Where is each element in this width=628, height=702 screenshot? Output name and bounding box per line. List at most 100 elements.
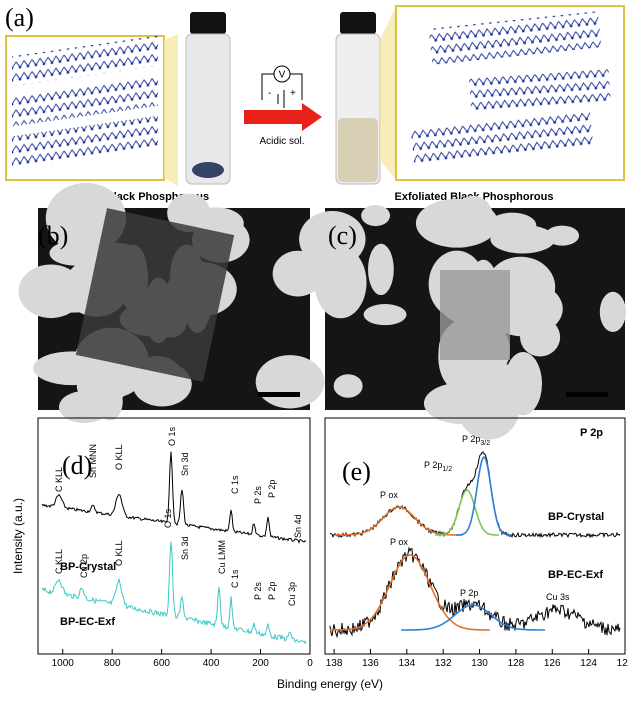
arrow	[244, 103, 322, 131]
flake	[428, 11, 602, 65]
hole	[272, 250, 323, 297]
peak-label: P 2p1/2	[424, 460, 452, 473]
x-tick-label: 122	[617, 658, 628, 669]
peak-label: C 1s	[230, 475, 240, 494]
peak-label: O KLL	[114, 444, 124, 470]
voltmeter-label: V	[279, 70, 286, 81]
layer	[12, 115, 158, 167]
series-name: BP-EC-Exf	[60, 616, 115, 628]
peak-label-main: P 2p	[424, 460, 442, 470]
peak-label: P 2p	[267, 582, 277, 600]
x-axis-label: Binding energy (eV)	[277, 677, 383, 691]
peak-label: P 2p3/2	[462, 434, 490, 447]
peak-label-sub: 3/2	[480, 440, 490, 447]
arrow-label: Acidic sol.	[259, 136, 304, 147]
hole	[599, 291, 626, 333]
zoom	[380, 6, 396, 180]
peak-label: O KLL	[114, 540, 124, 566]
panel-label: (a)	[5, 3, 34, 32]
wire	[290, 73, 303, 100]
hole	[33, 351, 111, 386]
hole	[314, 246, 367, 319]
vial-cap	[340, 12, 376, 34]
peak-label: O 1s	[167, 426, 177, 446]
series-name: BP-Crystal	[548, 511, 604, 523]
vial	[185, 33, 231, 185]
panel-label: (e)	[342, 457, 371, 486]
x-tick-label: 600	[153, 658, 170, 669]
hole	[361, 205, 391, 227]
peak-label: P ox	[390, 537, 408, 547]
peak-label: Cu 3s	[546, 592, 570, 602]
flake	[468, 69, 612, 113]
plot-title: P 2p	[580, 427, 603, 439]
x-tick-label: 1000	[52, 658, 75, 669]
hole	[333, 374, 363, 398]
panel-label: (d)	[62, 451, 92, 480]
x-tick-label: 134	[398, 658, 415, 669]
flake	[75, 208, 235, 382]
peak-label: Cu LMM	[217, 540, 227, 574]
fit	[335, 506, 463, 536]
x-tick-label: 132	[435, 658, 452, 669]
hole	[415, 198, 499, 248]
x-tick-label: 400	[203, 658, 220, 669]
x-tick-label: 200	[252, 658, 269, 669]
x-tick-label: 800	[104, 658, 121, 669]
plus: +	[290, 88, 296, 99]
series-name: BP-EC-Exf	[548, 569, 603, 581]
hole	[368, 243, 394, 296]
wire	[261, 73, 274, 100]
x-tick-label: 136	[362, 658, 379, 669]
x-tick-label: 138	[326, 658, 343, 669]
x-tick-label: 126	[544, 658, 561, 669]
peak-label: Cu 3p	[287, 582, 297, 606]
fit	[330, 554, 490, 631]
spectrum	[41, 541, 307, 645]
x-tick-label: 130	[471, 658, 488, 669]
peak-label: Cu 2p	[79, 554, 89, 578]
peak-label: P 2s	[253, 582, 263, 600]
x-tick-label: 128	[508, 658, 525, 669]
peak-label: P 2s	[253, 486, 263, 504]
scale-bar	[258, 392, 300, 397]
x-tick-label: 124	[580, 658, 597, 669]
peak-label: Sn 3d	[180, 452, 190, 476]
fit	[435, 489, 499, 536]
plot-frame	[324, 417, 626, 655]
spectrum	[329, 451, 621, 539]
hole	[255, 355, 325, 409]
x-tick-label: 0	[307, 658, 313, 669]
spectrum	[41, 451, 307, 544]
panel-label: (c)	[328, 221, 357, 250]
layer	[12, 35, 158, 87]
peak-label: O 1s	[163, 508, 173, 528]
bp-crystals	[192, 162, 224, 178]
spectrum	[329, 546, 621, 639]
series-name: BP-Crystal	[60, 561, 116, 573]
flake	[440, 270, 510, 360]
y-axis-label: Intensity (a.u.)	[11, 498, 25, 574]
peak-label: Sn 3d	[180, 536, 190, 560]
scale-bar	[566, 392, 608, 397]
zoom	[164, 34, 178, 186]
hole	[490, 224, 555, 254]
plot-frame	[37, 417, 311, 655]
fit	[401, 604, 545, 631]
peak-label: C 1s	[230, 569, 240, 588]
hole	[98, 381, 123, 421]
layer	[12, 75, 158, 127]
minus: -	[268, 88, 271, 99]
peak-label: Sn 4d	[293, 514, 303, 538]
peak-label: C KLL	[54, 549, 64, 574]
peak-label-main: P 2p	[462, 434, 480, 444]
peak-label: C KLL	[54, 467, 64, 492]
dispersion	[338, 118, 378, 182]
panel-label: (b)	[38, 221, 68, 250]
tem-image	[299, 195, 626, 440]
hole	[457, 376, 520, 440]
peak-label: P 2p	[267, 480, 277, 498]
tem-image	[18, 182, 325, 424]
flake	[410, 108, 594, 166]
